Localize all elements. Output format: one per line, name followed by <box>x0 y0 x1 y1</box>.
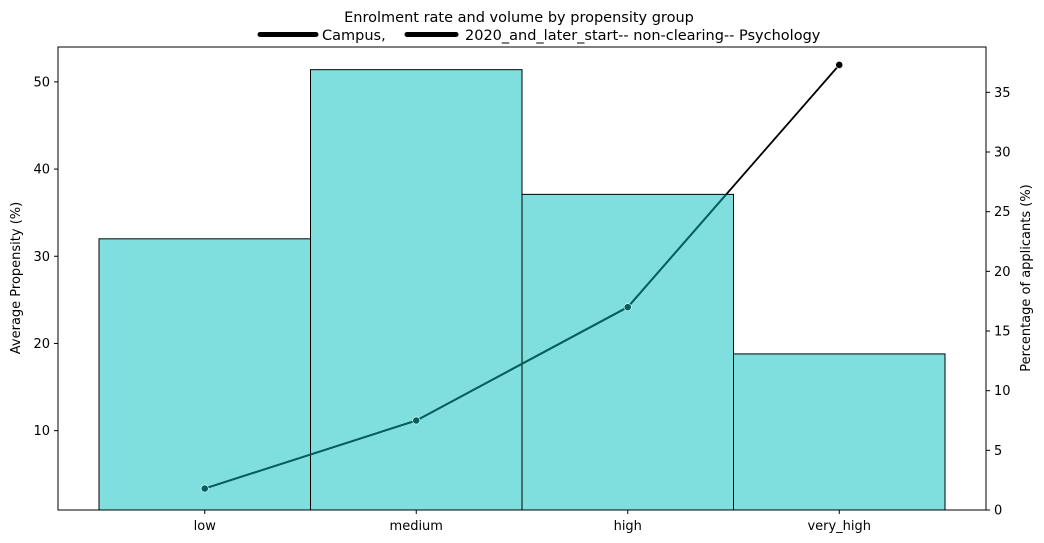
legend-label-psychology: 2020_and_later_start-- non-clearing-- Ps… <box>465 28 821 44</box>
y-right-tick-label-15: 15 <box>994 325 1011 340</box>
y-right-tick-label-10: 10 <box>994 384 1011 399</box>
y-left-tick-label-30: 30 <box>33 250 50 265</box>
y-axis-left-label: Average Propensity (%) <box>9 202 24 354</box>
legend: Campus, 2020_and_later_start-- non-clear… <box>257 28 821 44</box>
y-right-tick-label-25: 25 <box>994 205 1011 220</box>
y-axis-left: 10 20 30 40 50 <box>33 75 58 439</box>
y-left-tick-label-50: 50 <box>33 75 50 90</box>
bar-medium <box>310 69 523 511</box>
bar-high <box>521 193 734 511</box>
y-axis-right: 0 5 10 15 20 25 30 35 <box>986 86 1011 519</box>
chart-title: Enrolment rate and volume by propensity … <box>344 10 694 26</box>
y-left-tick-label-20: 20 <box>33 337 50 352</box>
line-point-medium <box>412 416 421 425</box>
x-tick-label-low: low <box>194 519 217 534</box>
x-tick-label-very_high: very_high <box>807 519 871 534</box>
y-right-tick-label-20: 20 <box>994 265 1011 280</box>
y-left-tick-label-10: 10 <box>33 424 50 439</box>
bar-low <box>98 238 311 511</box>
line-point-high <box>623 303 632 312</box>
line-series <box>200 60 844 493</box>
bar-series <box>98 69 946 511</box>
y-right-tick-label-5: 5 <box>994 444 1002 459</box>
line-point-very_high <box>835 60 844 69</box>
y-right-tick-label-0: 0 <box>994 504 1002 519</box>
x-tick-label-high: high <box>614 519 642 534</box>
x-tick-label-medium: medium <box>390 519 443 534</box>
line-point-low <box>200 484 209 493</box>
y-right-tick-label-35: 35 <box>994 86 1011 101</box>
legend-label-campus: Campus, <box>322 28 386 44</box>
bar-very_high <box>733 353 946 511</box>
x-axis: low medium high very_high <box>194 510 871 534</box>
plot-frame <box>57 46 987 511</box>
y-axis-right-label: Percentage of applicants (%) <box>1019 184 1034 371</box>
y-right-tick-label-30: 30 <box>994 146 1011 161</box>
y-left-tick-label-40: 40 <box>33 163 50 178</box>
